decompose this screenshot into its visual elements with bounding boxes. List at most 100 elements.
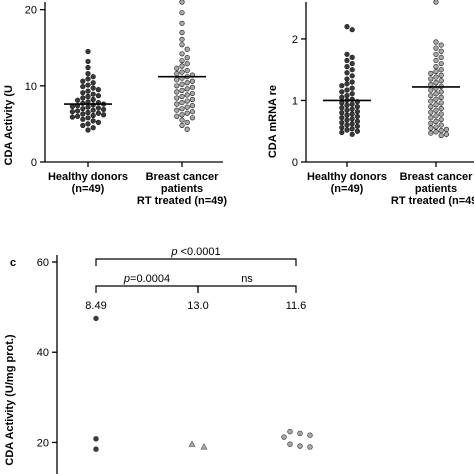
b-category-label: patients [415,183,457,195]
a-data-point [174,107,180,113]
a-data-point [184,80,190,86]
b-data-point [428,115,434,121]
a-data-point [85,88,91,94]
a-data-point [184,46,190,52]
b-data-point [344,51,350,57]
panel-c-y-axis-label: CDA Activity (U/mg prot.) [4,334,16,466]
b-data-point [344,87,350,93]
b-data-point [349,121,355,127]
a-data-point [179,0,185,5]
b-data-point [433,124,439,130]
b-data-point [349,85,355,91]
a-data-point [174,71,180,77]
b-data-point [438,100,444,106]
a-data-point [95,110,101,116]
b-data-point [339,129,345,136]
panel-a-y-axis-label: CDA Activity (U [3,85,15,166]
a-data-point [90,96,96,103]
panel-a: CDA Activity (U 0 10 20 Healthy donors(n=4… [3,0,227,207]
b-data-point [349,126,355,132]
b-data-point [438,78,444,84]
a-data-point [85,121,91,127]
a-data-point [179,42,185,48]
c-data-point [93,436,99,442]
b-category-label: (n=49) [331,183,364,195]
b-data-point [349,106,355,112]
a-data-point [69,109,75,115]
b-data-point [433,39,439,45]
c-data-point [287,428,293,435]
a-category-label: patients [161,183,203,195]
b-data-point [349,101,355,107]
a-category-label: Breast cancer [146,171,219,183]
b-data-point [354,128,361,134]
a-data-point [85,93,91,100]
a-data-point [179,20,185,26]
a-data-point [184,119,190,125]
a-data-point [179,99,185,106]
b-data-point [344,127,350,133]
b-data-point [438,60,444,67]
a-data-point [184,61,190,67]
b-data-point [349,111,355,117]
panel-c-letter: c [10,257,16,269]
a-data-point [85,104,91,110]
b-data-point [349,67,355,73]
b-data-point [433,57,439,64]
b-data-point [443,126,450,132]
b-data-point [339,124,345,131]
a-data-point [95,87,101,93]
a-data-point [95,119,101,125]
a-data-point [184,92,190,98]
b-data-point [438,128,444,134]
a-data-point [90,91,96,97]
a-data-point [174,77,180,83]
a-data-point [179,117,185,123]
a-data-point [179,93,185,100]
b-data-point [349,116,355,122]
b-category-label: RT treated (n=49) [391,195,474,207]
b-data-point [428,87,434,93]
a-data-point [80,83,86,90]
a-data-point [184,98,190,104]
a-data-point [85,109,91,116]
b-data-point [433,68,439,75]
b-y-tick-label: 0 [292,157,298,169]
c-data-point [93,446,99,452]
a-data-point [85,115,91,121]
a-data-point [174,95,180,101]
a-data-point [74,108,81,114]
b-data-point [438,72,444,78]
a-data-point [74,113,81,119]
b-data-point [438,89,444,95]
a-category-label: (n=49) [72,183,105,195]
b-data-point [349,27,355,33]
b-data-point [433,113,439,119]
a-data-point [189,109,195,115]
a-data-point [184,110,190,116]
c-data-point [188,440,196,447]
b-data-point [433,74,439,80]
a-data-point [95,93,101,99]
b-data-point [433,45,439,51]
a-data-point [90,74,96,80]
a-y-tick-label: 20 [25,5,37,17]
a-data-point [80,116,86,122]
b-data-point [339,105,345,111]
c-data-point [307,432,313,438]
a-category-label: RT treated (n=49) [137,195,227,207]
b-data-point [433,118,439,124]
b-category-label: Breast cancer [400,171,473,183]
b-y-tick-label: 2 [292,34,298,46]
a-data-point [189,103,195,109]
b-data-point [354,104,361,110]
a-data-point [90,118,96,124]
b-data-point [433,102,439,108]
a-data-point [189,78,195,84]
a-data-point [174,101,180,107]
a-y-tick-label: 0 [31,157,37,169]
panel-b-y-axis-label: CDA mRNA re [267,85,279,158]
a-data-point [174,89,180,95]
a-data-point [80,90,86,96]
b-data-point [438,94,444,100]
